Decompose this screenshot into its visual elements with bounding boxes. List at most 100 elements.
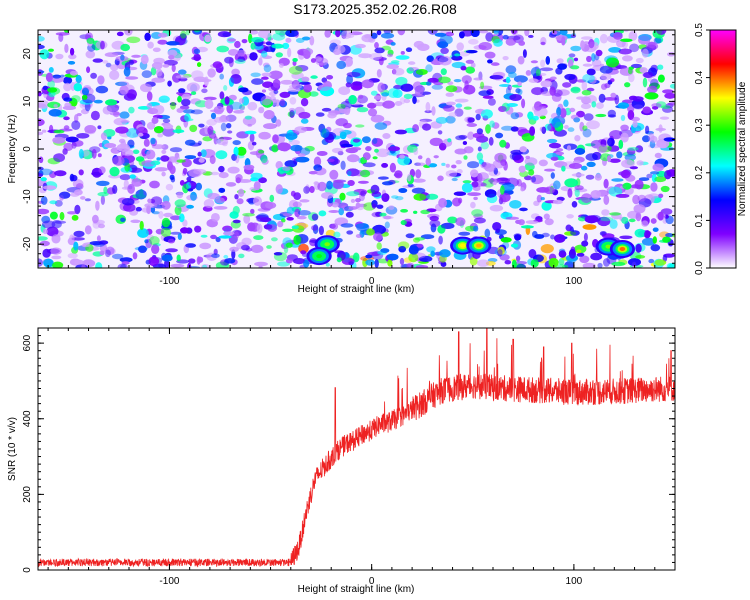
spectrogram-noise-blob bbox=[636, 160, 644, 166]
spectrogram-noise-blob bbox=[380, 32, 395, 39]
spectrogram-noise-blob bbox=[528, 34, 534, 38]
colorbar-tick-label: 0.1 bbox=[694, 213, 705, 227]
spectrogram-noise-blob bbox=[90, 72, 97, 79]
spectrogram-noise-blob bbox=[394, 129, 407, 135]
spectrogram-noise-blob bbox=[485, 32, 494, 42]
spectrogram-noise-blob bbox=[222, 225, 233, 232]
spectrogram-noise-blob bbox=[422, 123, 432, 131]
spectrogram-noise-blob bbox=[377, 176, 389, 180]
spectrogram-noise-blob bbox=[387, 259, 393, 267]
spectrogram-noise-blob bbox=[628, 31, 638, 41]
spectrogram-noise-blob bbox=[562, 82, 572, 88]
spectrogram-noise-blob bbox=[492, 181, 497, 185]
spectrogram-noise-blob bbox=[513, 154, 524, 164]
spectrogram-noise-blob bbox=[285, 242, 293, 248]
spectrogram-noise-blob bbox=[117, 263, 128, 268]
spectrogram-noise-blob bbox=[437, 41, 449, 49]
spectrogram-noise-blob bbox=[579, 255, 590, 264]
spectrogram-noise-blob bbox=[438, 235, 443, 245]
spectrogram-noise-blob bbox=[458, 231, 471, 236]
spectrogram-noise-blob bbox=[346, 168, 360, 177]
spectrogram-noise-blob bbox=[594, 174, 602, 181]
spectrogram-noise-blob bbox=[655, 127, 666, 131]
spectrogram-noise-blob bbox=[480, 141, 489, 150]
spectrogram-noise-blob bbox=[290, 144, 303, 152]
spectrogram-noise-blob bbox=[495, 228, 500, 234]
spectrogram-noise-blob bbox=[426, 193, 439, 200]
spectrogram-noise-blob bbox=[78, 169, 84, 176]
spectrogram-noise-blob bbox=[235, 177, 241, 184]
spectrogram-noise-blob bbox=[38, 258, 43, 267]
spectrogram-noise-blob bbox=[533, 200, 540, 206]
spectrogram-noise-blob bbox=[551, 30, 558, 35]
spectrogram-noise-blob bbox=[463, 106, 472, 110]
spectrogram-noise-blob bbox=[103, 186, 108, 195]
snr-background bbox=[38, 328, 675, 570]
spectrogram-noise-blob bbox=[524, 30, 530, 37]
spectrogram-noise-blob bbox=[664, 170, 672, 180]
spectrogram-noise-blob bbox=[345, 211, 354, 218]
spectrogram-noise-blob bbox=[65, 136, 79, 143]
spectrogram-noise-blob bbox=[507, 38, 514, 42]
spectrogram-noise-blob bbox=[280, 79, 294, 85]
spectrogram-noise-blob bbox=[50, 247, 62, 255]
spectrogram-noise-blob bbox=[303, 259, 310, 268]
spectrogram-noise-blob bbox=[156, 157, 161, 161]
spectrogram-noise-blob bbox=[400, 51, 405, 55]
spectrogram-noise-blob bbox=[652, 106, 659, 110]
spectrogram-noise-blob bbox=[567, 188, 573, 198]
spectrogram-noise-blob bbox=[440, 68, 447, 76]
spectrogram-noise-blob bbox=[73, 241, 79, 251]
spectrogram-noise-blob bbox=[400, 209, 408, 213]
spectrogram-noise-blob bbox=[74, 189, 83, 196]
spectrogram-noise-blob bbox=[501, 125, 514, 131]
spectrogram-noise-blob bbox=[447, 216, 458, 224]
spectrogram-noise-blob bbox=[238, 188, 245, 197]
spectrogram-noise-blob bbox=[437, 175, 444, 182]
spectrogram-noise-blob bbox=[374, 258, 379, 268]
spectrogram-noise-blob bbox=[162, 64, 170, 68]
spectrogram-noise-blob bbox=[470, 169, 479, 178]
spectrogram-noise-blob bbox=[175, 75, 190, 79]
spectrogram-noise-blob bbox=[209, 155, 216, 165]
spectrogram-noise-blob bbox=[279, 63, 284, 68]
spectrogram-noise-blob bbox=[63, 82, 72, 92]
snr-x-axis-label: Height of straight line (km) bbox=[298, 584, 415, 595]
spectrogram-noise-blob bbox=[473, 217, 486, 224]
spectrogram-noise-blob bbox=[603, 195, 610, 205]
spectrogram-noise-blob bbox=[499, 254, 510, 261]
spectrogram-noise-blob bbox=[233, 110, 245, 114]
spectrogram-noise-blob bbox=[135, 189, 147, 200]
snr-y-tick-label: 600 bbox=[22, 334, 33, 351]
spectrogram-noise-blob bbox=[86, 66, 91, 73]
spectrogram-noise-blob bbox=[52, 136, 66, 144]
spectrogram-noise-blob bbox=[389, 162, 396, 173]
spectrogram-noise-blob bbox=[388, 146, 400, 152]
spectrogram-noise-blob bbox=[170, 101, 176, 110]
spectrogram-noise-blob bbox=[480, 182, 487, 187]
spectrogram-noise-blob bbox=[551, 117, 561, 128]
spectrogram-noise-blob bbox=[355, 198, 361, 203]
spectrogram-hotspot bbox=[619, 247, 626, 251]
spectrogram-noise-blob bbox=[627, 147, 639, 151]
spectrogram-noise-blob bbox=[293, 235, 302, 245]
spectrogram-noise-blob bbox=[641, 48, 649, 58]
spectrogram-noise-blob bbox=[620, 132, 629, 143]
spectrogram-noise-blob bbox=[227, 166, 240, 174]
spectrogram-noise-blob bbox=[295, 65, 309, 72]
spectrogram-noise-blob bbox=[137, 228, 149, 238]
spectrogram-noise-blob bbox=[296, 215, 307, 220]
spectrogram-noise-blob bbox=[167, 238, 175, 244]
spectrogram-noise-blob bbox=[207, 68, 216, 78]
spectrogram-noise-blob bbox=[628, 68, 633, 75]
spectrogram-noise-blob bbox=[213, 105, 224, 115]
colorbar-tick-label: 0.4 bbox=[694, 70, 705, 84]
spectrogram-noise-blob bbox=[495, 132, 504, 139]
spectrogram-noise-blob bbox=[331, 147, 343, 154]
spectrogram-noise-blob bbox=[658, 74, 665, 83]
spectrogram-noise-blob bbox=[553, 180, 561, 190]
spectrogram-noise-blob bbox=[568, 163, 583, 169]
spectrogram-noise-blob bbox=[232, 219, 241, 224]
spectrogram-noise-blob bbox=[669, 83, 675, 89]
